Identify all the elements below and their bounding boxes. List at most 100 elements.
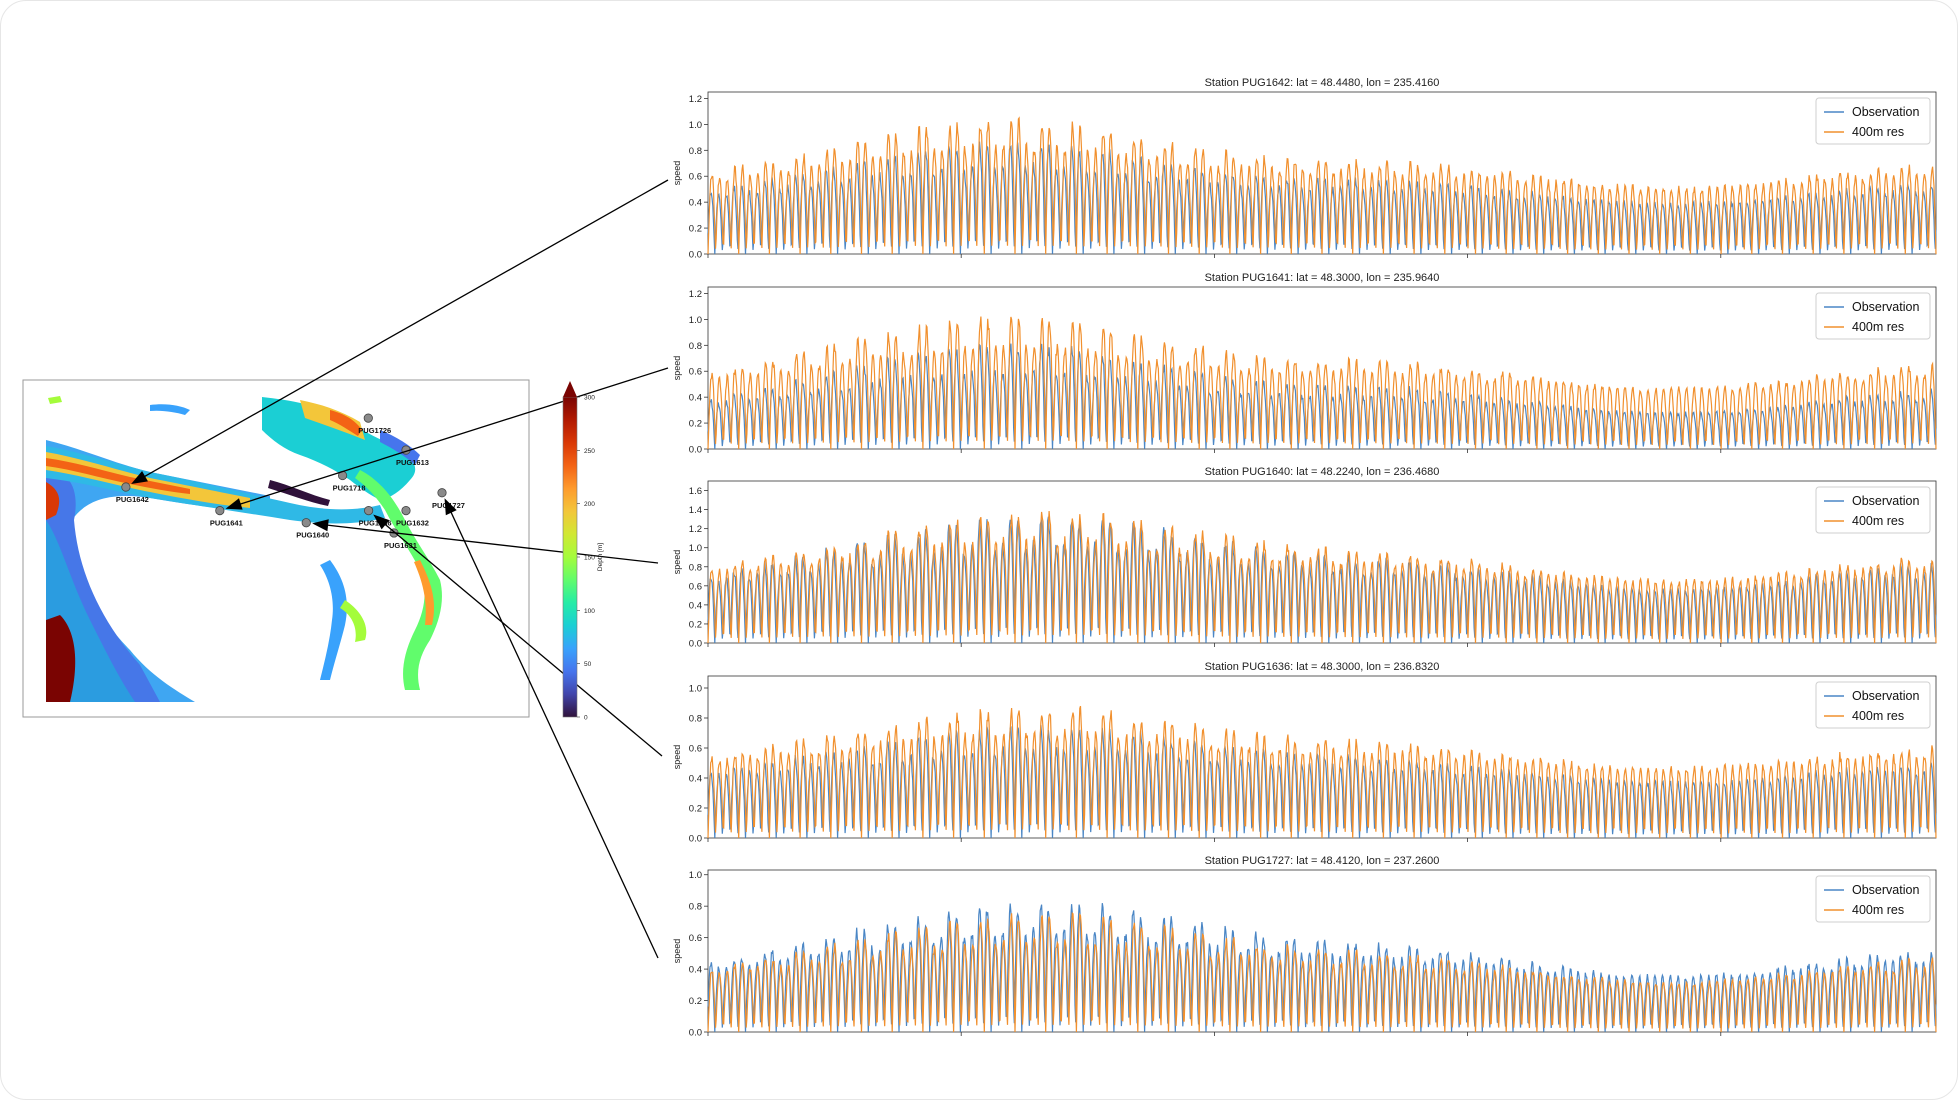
chart-title: Station PUG1642: lat = 48.4480, lon = 23… (1205, 77, 1440, 89)
legend-label-observation: Observation (1852, 689, 1919, 703)
y-tick-label: 1.6 (689, 486, 702, 497)
chart-title: Station PUG1636: lat = 48.3000, lon = 23… (1205, 661, 1440, 673)
station-label: PUG1631 (384, 541, 417, 550)
colorbar-tick-label: 100 (584, 608, 595, 615)
arrow-pug1636 (382, 521, 663, 757)
y-tick-label: 0.4 (689, 393, 702, 404)
legend-label-observation: Observation (1852, 883, 1919, 897)
station-marker (401, 506, 411, 516)
y-tick-label: 0.2 (689, 419, 702, 430)
y-axis-label: speed (672, 356, 682, 381)
legend-label-model: 400m res (1852, 903, 1904, 917)
y-tick-label: 0.0 (689, 834, 702, 845)
arrowhead (312, 519, 329, 532)
station-label: PUG1636 (359, 519, 392, 528)
y-tick-label: 0.6 (689, 581, 702, 592)
station-marker (437, 488, 447, 498)
legend-label-observation: Observation (1852, 105, 1919, 119)
arrow-pug1641 (236, 367, 669, 506)
depth-colorbar: 0 50 100 150 200 250 300 Depth [m] (562, 381, 604, 722)
station-timeseries: Station PUG1642: lat = 48.4480, lon = 23… (672, 77, 1937, 1039)
arrow-pug1642 (141, 179, 669, 479)
arrowhead (444, 498, 457, 516)
arrow-pug1727 (448, 508, 659, 959)
colorbar-label: Depth [m] (597, 543, 604, 571)
chart-legend: Observation 400m res (1815, 681, 1931, 729)
y-tick-label: 0.8 (689, 902, 702, 913)
y-tick-label: 1.0 (689, 120, 702, 131)
colorbar-tick-label: 250 (584, 448, 595, 455)
y-tick-label: 0.2 (689, 996, 702, 1007)
arrowhead (225, 498, 243, 510)
colorbar-tick-label: 50 (584, 661, 592, 668)
chart-panel-2: Station PUG1641: lat = 48.3000, lon = 23… (672, 272, 1937, 456)
chart-panel-5: Station PUG1727: lat = 48.4120, lon = 23… (672, 855, 1937, 1039)
colorbar-tick-label: 150 (584, 555, 595, 562)
y-tick-label: 0.4 (689, 600, 702, 611)
chart-panel-3: Station PUG1640: lat = 48.2240, lon = 23… (672, 466, 1937, 650)
series-400m-res-line (707, 911, 1937, 1033)
arrowhead (131, 470, 148, 485)
y-tick-label: 0.2 (689, 224, 702, 235)
station-label: PUG1632 (396, 519, 429, 528)
y-tick-label: 0.0 (689, 639, 702, 650)
legend-label-model: 400m res (1852, 125, 1904, 139)
y-tick-label: 0.0 (689, 445, 702, 456)
station-label: PUG1726 (358, 426, 391, 435)
station-label: PUG1641 (210, 519, 243, 528)
colorbar-tick-label: 200 (584, 501, 595, 508)
y-tick-label: 1.0 (689, 315, 702, 326)
colorbar-tick-label: 0 (584, 715, 588, 722)
station-marker (364, 506, 374, 516)
series-400m-res-line (707, 705, 1937, 839)
series-400m-res-line (707, 316, 1937, 450)
y-axis-label: speed (672, 939, 682, 964)
y-tick-label: 0.4 (689, 774, 702, 785)
y-tick-label: 0.4 (689, 198, 702, 209)
y-tick-label: 1.0 (689, 870, 702, 881)
station-label: PUG1642 (116, 495, 149, 504)
y-axis-label: speed (672, 550, 682, 575)
y-tick-label: 0.8 (689, 562, 702, 573)
legend-label-model: 400m res (1852, 709, 1904, 723)
y-tick-label: 0.8 (689, 341, 702, 352)
y-tick-label: 0.0 (689, 1028, 702, 1039)
y-tick-label: 0.6 (689, 744, 702, 755)
y-tick-label: 1.0 (689, 684, 702, 695)
chart-title: Station PUG1641: lat = 48.3000, lon = 23… (1205, 272, 1440, 284)
colorbar-tick-label: 300 (584, 395, 595, 402)
chart-title: Station PUG1640: lat = 48.2240, lon = 23… (1205, 466, 1440, 478)
y-tick-label: 0.8 (689, 714, 702, 725)
chart-legend: Observation 400m res (1815, 292, 1931, 340)
station-marker (363, 413, 373, 423)
chart-legend: Observation 400m res (1815, 97, 1931, 145)
y-tick-label: 0.8 (689, 146, 702, 157)
series-400m-res-line (707, 510, 1937, 644)
y-tick-label: 0.2 (689, 804, 702, 815)
legend-label-model: 400m res (1852, 514, 1904, 528)
y-tick-label: 1.2 (689, 289, 702, 300)
y-tick-label: 1.4 (689, 505, 702, 516)
y-axis-label: speed (672, 745, 682, 770)
chart-panel-1: Station PUG1642: lat = 48.4480, lon = 23… (672, 77, 1937, 261)
station-markers: PUG1642PUG1641PUG1640PUG1636PUG1727PUG17… (116, 413, 465, 550)
legend-label-model: 400m res (1852, 320, 1904, 334)
y-tick-label: 0.6 (689, 933, 702, 944)
series-400m-res-line (707, 116, 1937, 255)
map-panel: PUG1642PUG1641PUG1640PUG1636PUG1727PUG17… (22, 179, 669, 959)
station-arrows (131, 179, 669, 959)
bathymetry-map (46, 396, 442, 702)
arrow-pug1640 (324, 524, 659, 564)
y-tick-label: 0.2 (689, 619, 702, 630)
station-marker (301, 518, 311, 528)
y-tick-label: 0.6 (689, 172, 702, 183)
chart-legend: Observation 400m res (1815, 486, 1931, 534)
station-marker (215, 506, 225, 516)
y-tick-label: 1.2 (689, 524, 702, 535)
y-tick-label: 0.0 (689, 250, 702, 261)
y-tick-label: 0.6 (689, 367, 702, 378)
chart-legend: Observation 400m res (1815, 875, 1931, 923)
y-tick-label: 1.2 (689, 94, 702, 105)
legend-label-observation: Observation (1852, 300, 1919, 314)
